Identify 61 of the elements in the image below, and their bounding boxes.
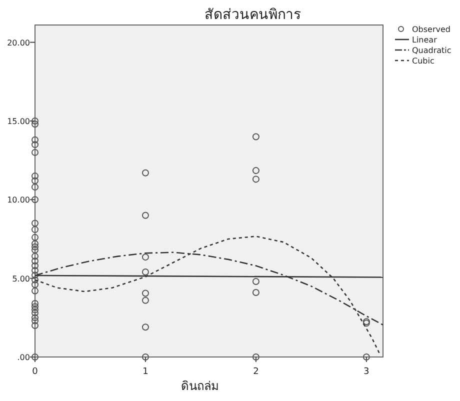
point bbox=[32, 141, 38, 148]
point bbox=[32, 276, 38, 284]
point bbox=[32, 172, 38, 180]
point bbox=[32, 262, 38, 270]
x-tick-label: 0 bbox=[32, 367, 38, 377]
y-tick-label: 20.00 bbox=[7, 38, 30, 48]
y-tick-label: 15.00 bbox=[7, 116, 30, 126]
point bbox=[32, 317, 38, 324]
point bbox=[32, 136, 38, 144]
point bbox=[252, 278, 260, 285]
x-tick-label: 2 bbox=[253, 367, 259, 377]
point bbox=[32, 246, 38, 254]
point bbox=[142, 268, 149, 276]
point bbox=[32, 148, 38, 156]
point bbox=[32, 266, 38, 274]
point bbox=[32, 226, 38, 234]
point bbox=[32, 243, 38, 250]
point bbox=[142, 324, 149, 331]
point bbox=[32, 300, 38, 307]
point bbox=[32, 234, 38, 241]
point bbox=[142, 169, 149, 176]
point bbox=[32, 281, 38, 288]
point bbox=[142, 254, 149, 261]
point bbox=[142, 354, 149, 360]
point bbox=[32, 272, 38, 279]
legend-label: Cubic bbox=[412, 56, 434, 66]
chart-title: สัดส่วนคนพิการ bbox=[204, 7, 302, 23]
point bbox=[252, 354, 260, 360]
y-tick-label: .00 bbox=[17, 353, 30, 362]
point bbox=[32, 354, 38, 360]
y-tick-label: 5.00 bbox=[12, 274, 30, 284]
point bbox=[32, 258, 38, 265]
point bbox=[32, 287, 38, 294]
point bbox=[32, 117, 38, 124]
point bbox=[32, 314, 38, 322]
y-tick-label: 10.00 bbox=[7, 196, 30, 205]
point bbox=[32, 306, 38, 314]
point bbox=[252, 167, 260, 174]
point bbox=[32, 240, 38, 248]
point bbox=[362, 354, 370, 360]
point bbox=[32, 177, 38, 184]
point bbox=[142, 212, 149, 219]
point bbox=[32, 322, 38, 330]
x-tick-label: 1 bbox=[142, 367, 148, 377]
point bbox=[32, 184, 38, 191]
point bbox=[32, 120, 38, 128]
x-tick-label: 3 bbox=[364, 367, 370, 377]
point bbox=[142, 290, 149, 297]
point bbox=[252, 288, 260, 296]
legend-label: Linear bbox=[412, 36, 438, 44]
point bbox=[252, 176, 260, 183]
point bbox=[32, 252, 38, 260]
point bbox=[142, 296, 149, 304]
point bbox=[252, 133, 260, 140]
legend-label: Observed bbox=[412, 25, 450, 34]
point bbox=[32, 220, 38, 227]
point bbox=[32, 196, 38, 204]
x-axis-title: ดินถล่ม bbox=[181, 379, 219, 393]
point bbox=[32, 303, 38, 310]
point bbox=[32, 309, 38, 316]
legend-label: Quadratic bbox=[412, 46, 452, 55]
